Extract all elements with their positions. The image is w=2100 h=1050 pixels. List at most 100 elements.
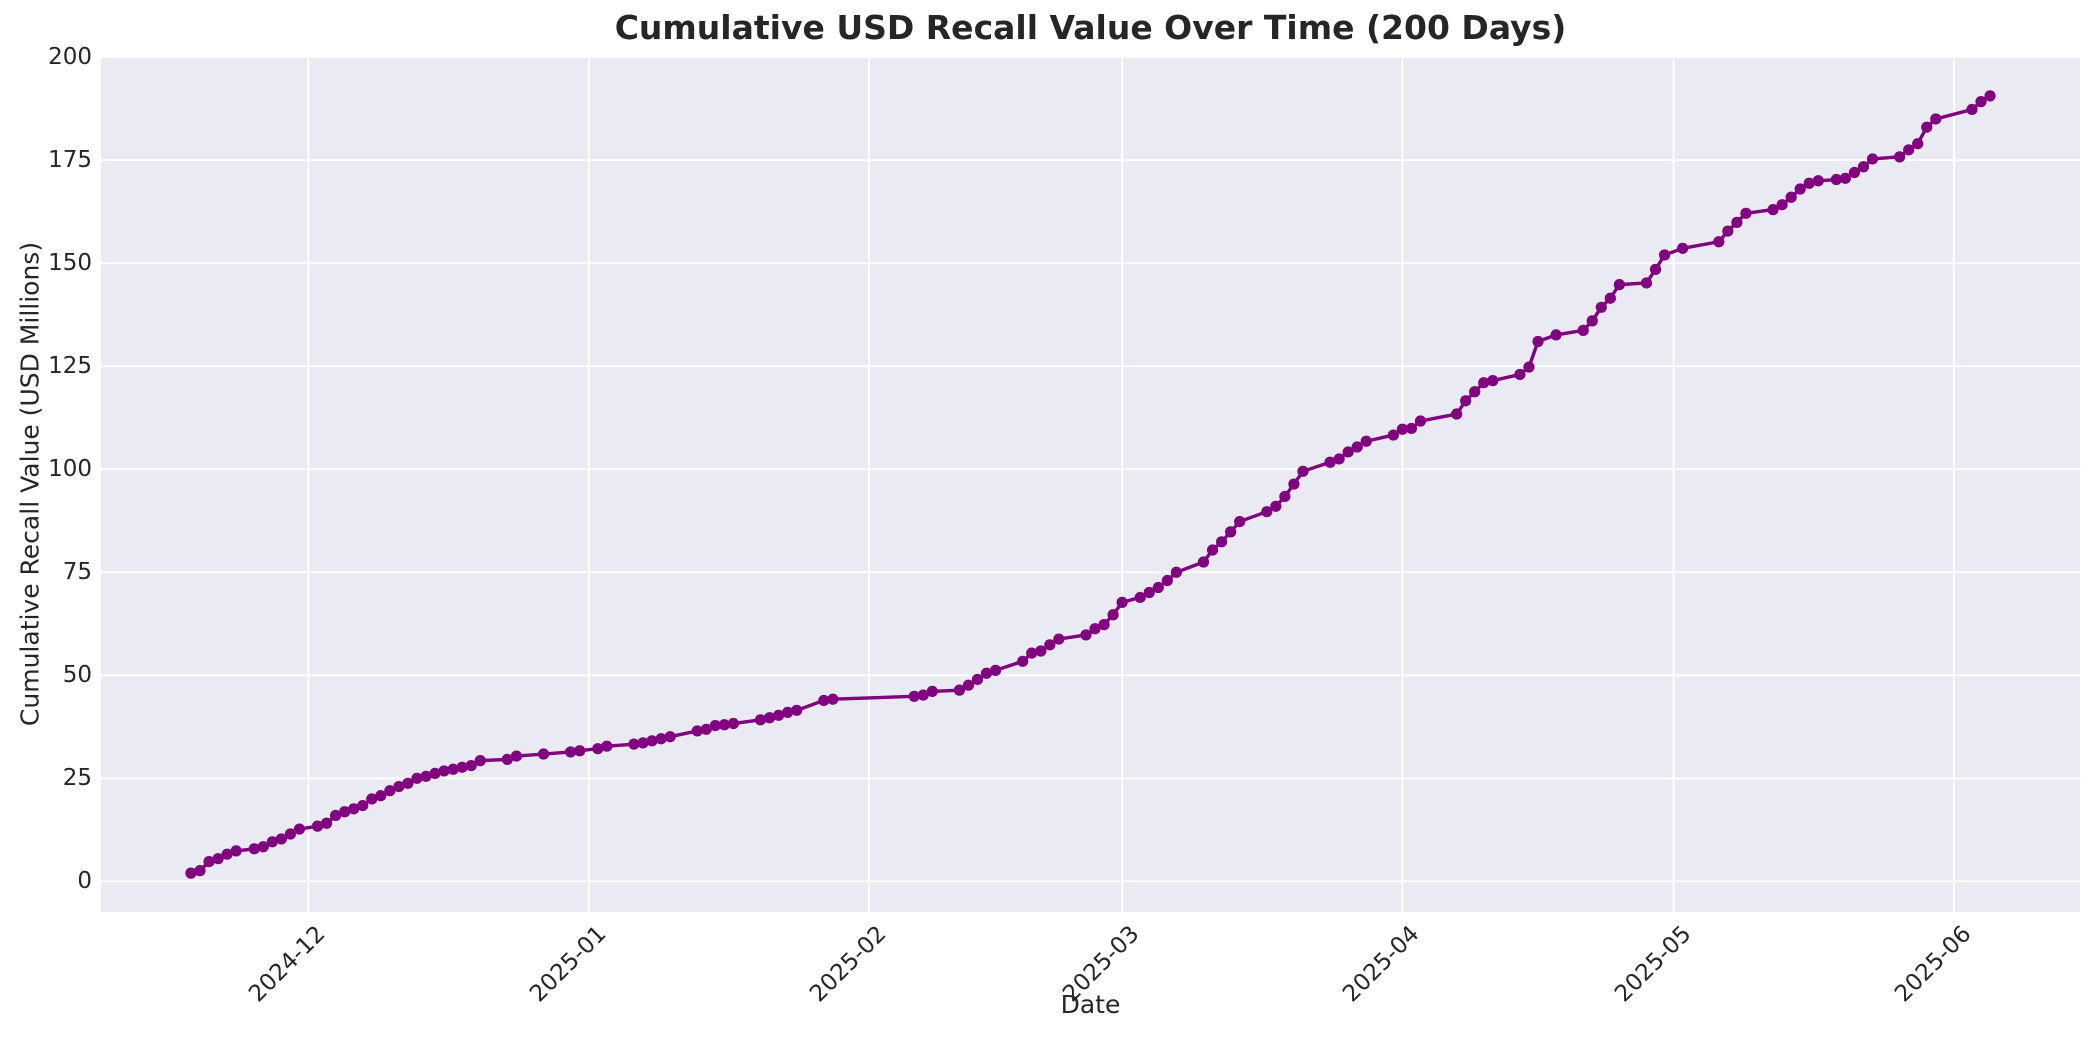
y-tick-label: 175 xyxy=(48,147,92,174)
data-point-marker xyxy=(827,693,839,705)
data-point-marker xyxy=(1080,629,1092,641)
data-point-marker xyxy=(1333,453,1345,465)
data-point-marker xyxy=(1324,456,1336,468)
data-point-marker xyxy=(1053,633,1065,645)
data-point-marker xyxy=(203,856,215,868)
data-point-marker xyxy=(1550,329,1562,341)
data-point-marker xyxy=(420,770,432,782)
data-point-marker xyxy=(230,845,242,857)
data-point-marker xyxy=(330,809,342,822)
data-point-marker xyxy=(1866,153,1879,165)
data-point-marker xyxy=(1930,113,1942,125)
data-point-marker xyxy=(664,731,676,743)
data-point-marker xyxy=(1107,609,1119,621)
data-point-marker xyxy=(1170,566,1182,578)
data-point-marker xyxy=(709,719,721,732)
data-point-marker xyxy=(1261,506,1273,518)
cumulative-recall-line-plot xyxy=(101,57,2080,912)
data-point-marker xyxy=(1613,279,1625,291)
data-point-marker xyxy=(1894,151,1906,163)
data-point-marker xyxy=(962,679,975,691)
data-point-marker xyxy=(1722,225,1734,237)
data-point-marker xyxy=(402,777,414,789)
data-point-marker xyxy=(248,843,260,855)
data-point-marker xyxy=(592,743,604,755)
data-point-marker xyxy=(1857,161,1870,173)
data-point-marker xyxy=(257,841,269,853)
data-point-marker xyxy=(384,785,396,797)
data-point-marker xyxy=(1658,249,1671,261)
data-point-marker xyxy=(1387,429,1399,441)
data-point-marker xyxy=(375,790,387,802)
data-point-marker xyxy=(501,753,513,765)
data-point-marker xyxy=(1830,173,1842,186)
data-point-marker xyxy=(1469,386,1481,398)
data-point-marker xyxy=(818,694,830,707)
data-point-marker xyxy=(393,780,405,793)
data-point-marker xyxy=(1604,292,1616,304)
data-point-marker xyxy=(971,673,984,686)
data-point-marker xyxy=(1966,103,1978,116)
data-point-marker xyxy=(1487,375,1499,387)
data-point-marker xyxy=(1767,204,1779,216)
data-point-marker xyxy=(1234,515,1246,528)
data-point-marker xyxy=(1514,368,1526,381)
data-point-marker xyxy=(537,748,550,760)
data-point-marker xyxy=(1098,619,1110,631)
data-point-marker xyxy=(1577,324,1589,336)
data-point-marker xyxy=(782,706,794,719)
data-point-marker xyxy=(1595,301,1607,313)
data-point-marker xyxy=(320,817,333,829)
y-tick-label: 25 xyxy=(62,765,92,792)
data-point-marker xyxy=(1912,138,1924,150)
data-point-marker xyxy=(1035,645,1047,657)
data-point-marker xyxy=(1152,581,1164,594)
data-point-marker xyxy=(763,712,776,724)
data-point-marker xyxy=(1532,335,1544,348)
data-point-marker xyxy=(1044,639,1056,651)
data-point-marker xyxy=(366,793,378,805)
data-point-marker xyxy=(465,759,477,772)
data-point-marker xyxy=(1089,623,1101,635)
data-point-marker xyxy=(1921,121,1933,133)
data-point-marker xyxy=(339,806,351,818)
data-point-marker xyxy=(1017,655,1029,667)
data-point-marker xyxy=(1794,183,1806,195)
y-tick-label: 200 xyxy=(48,44,92,71)
chart-title: Cumulative USD Recall Value Over Time (2… xyxy=(614,8,1567,47)
y-axis-label: Cumulative Recall Value (USD Millions) xyxy=(15,241,45,727)
data-point-marker xyxy=(1812,175,1824,187)
data-point-marker xyxy=(1351,441,1363,453)
data-point-marker xyxy=(1279,490,1291,503)
data-point-marker xyxy=(791,704,803,716)
data-point-marker xyxy=(1414,415,1427,427)
data-point-marker xyxy=(1803,177,1815,189)
y-tick-label: 50 xyxy=(62,662,92,689)
data-point-marker xyxy=(510,750,523,762)
data-point-marker xyxy=(1460,395,1472,407)
data-point-marker xyxy=(1586,315,1598,327)
data-point-marker xyxy=(601,740,613,752)
y-tick-label: 100 xyxy=(48,456,92,483)
data-point-marker xyxy=(1116,596,1128,608)
data-point-marker xyxy=(1740,207,1752,219)
data-point-marker xyxy=(1225,526,1237,538)
data-point-marker xyxy=(637,737,649,749)
plot-area xyxy=(101,57,2080,912)
data-point-marker xyxy=(1839,172,1851,184)
data-point-marker xyxy=(194,865,206,877)
data-point-marker xyxy=(1206,544,1219,556)
data-point-marker xyxy=(565,746,577,758)
data-point-marker xyxy=(574,745,586,757)
data-point-marker xyxy=(1297,465,1309,477)
data-point-marker xyxy=(1523,361,1535,373)
data-point-marker xyxy=(429,767,441,780)
y-tick-label: 75 xyxy=(62,559,92,586)
data-point-marker xyxy=(953,684,966,696)
data-point-marker xyxy=(773,709,785,721)
data-point-marker xyxy=(917,689,929,701)
data-point-marker xyxy=(1342,446,1354,458)
data-point-marker xyxy=(357,799,369,812)
data-point-marker xyxy=(1713,236,1725,248)
data-point-marker xyxy=(908,690,920,702)
